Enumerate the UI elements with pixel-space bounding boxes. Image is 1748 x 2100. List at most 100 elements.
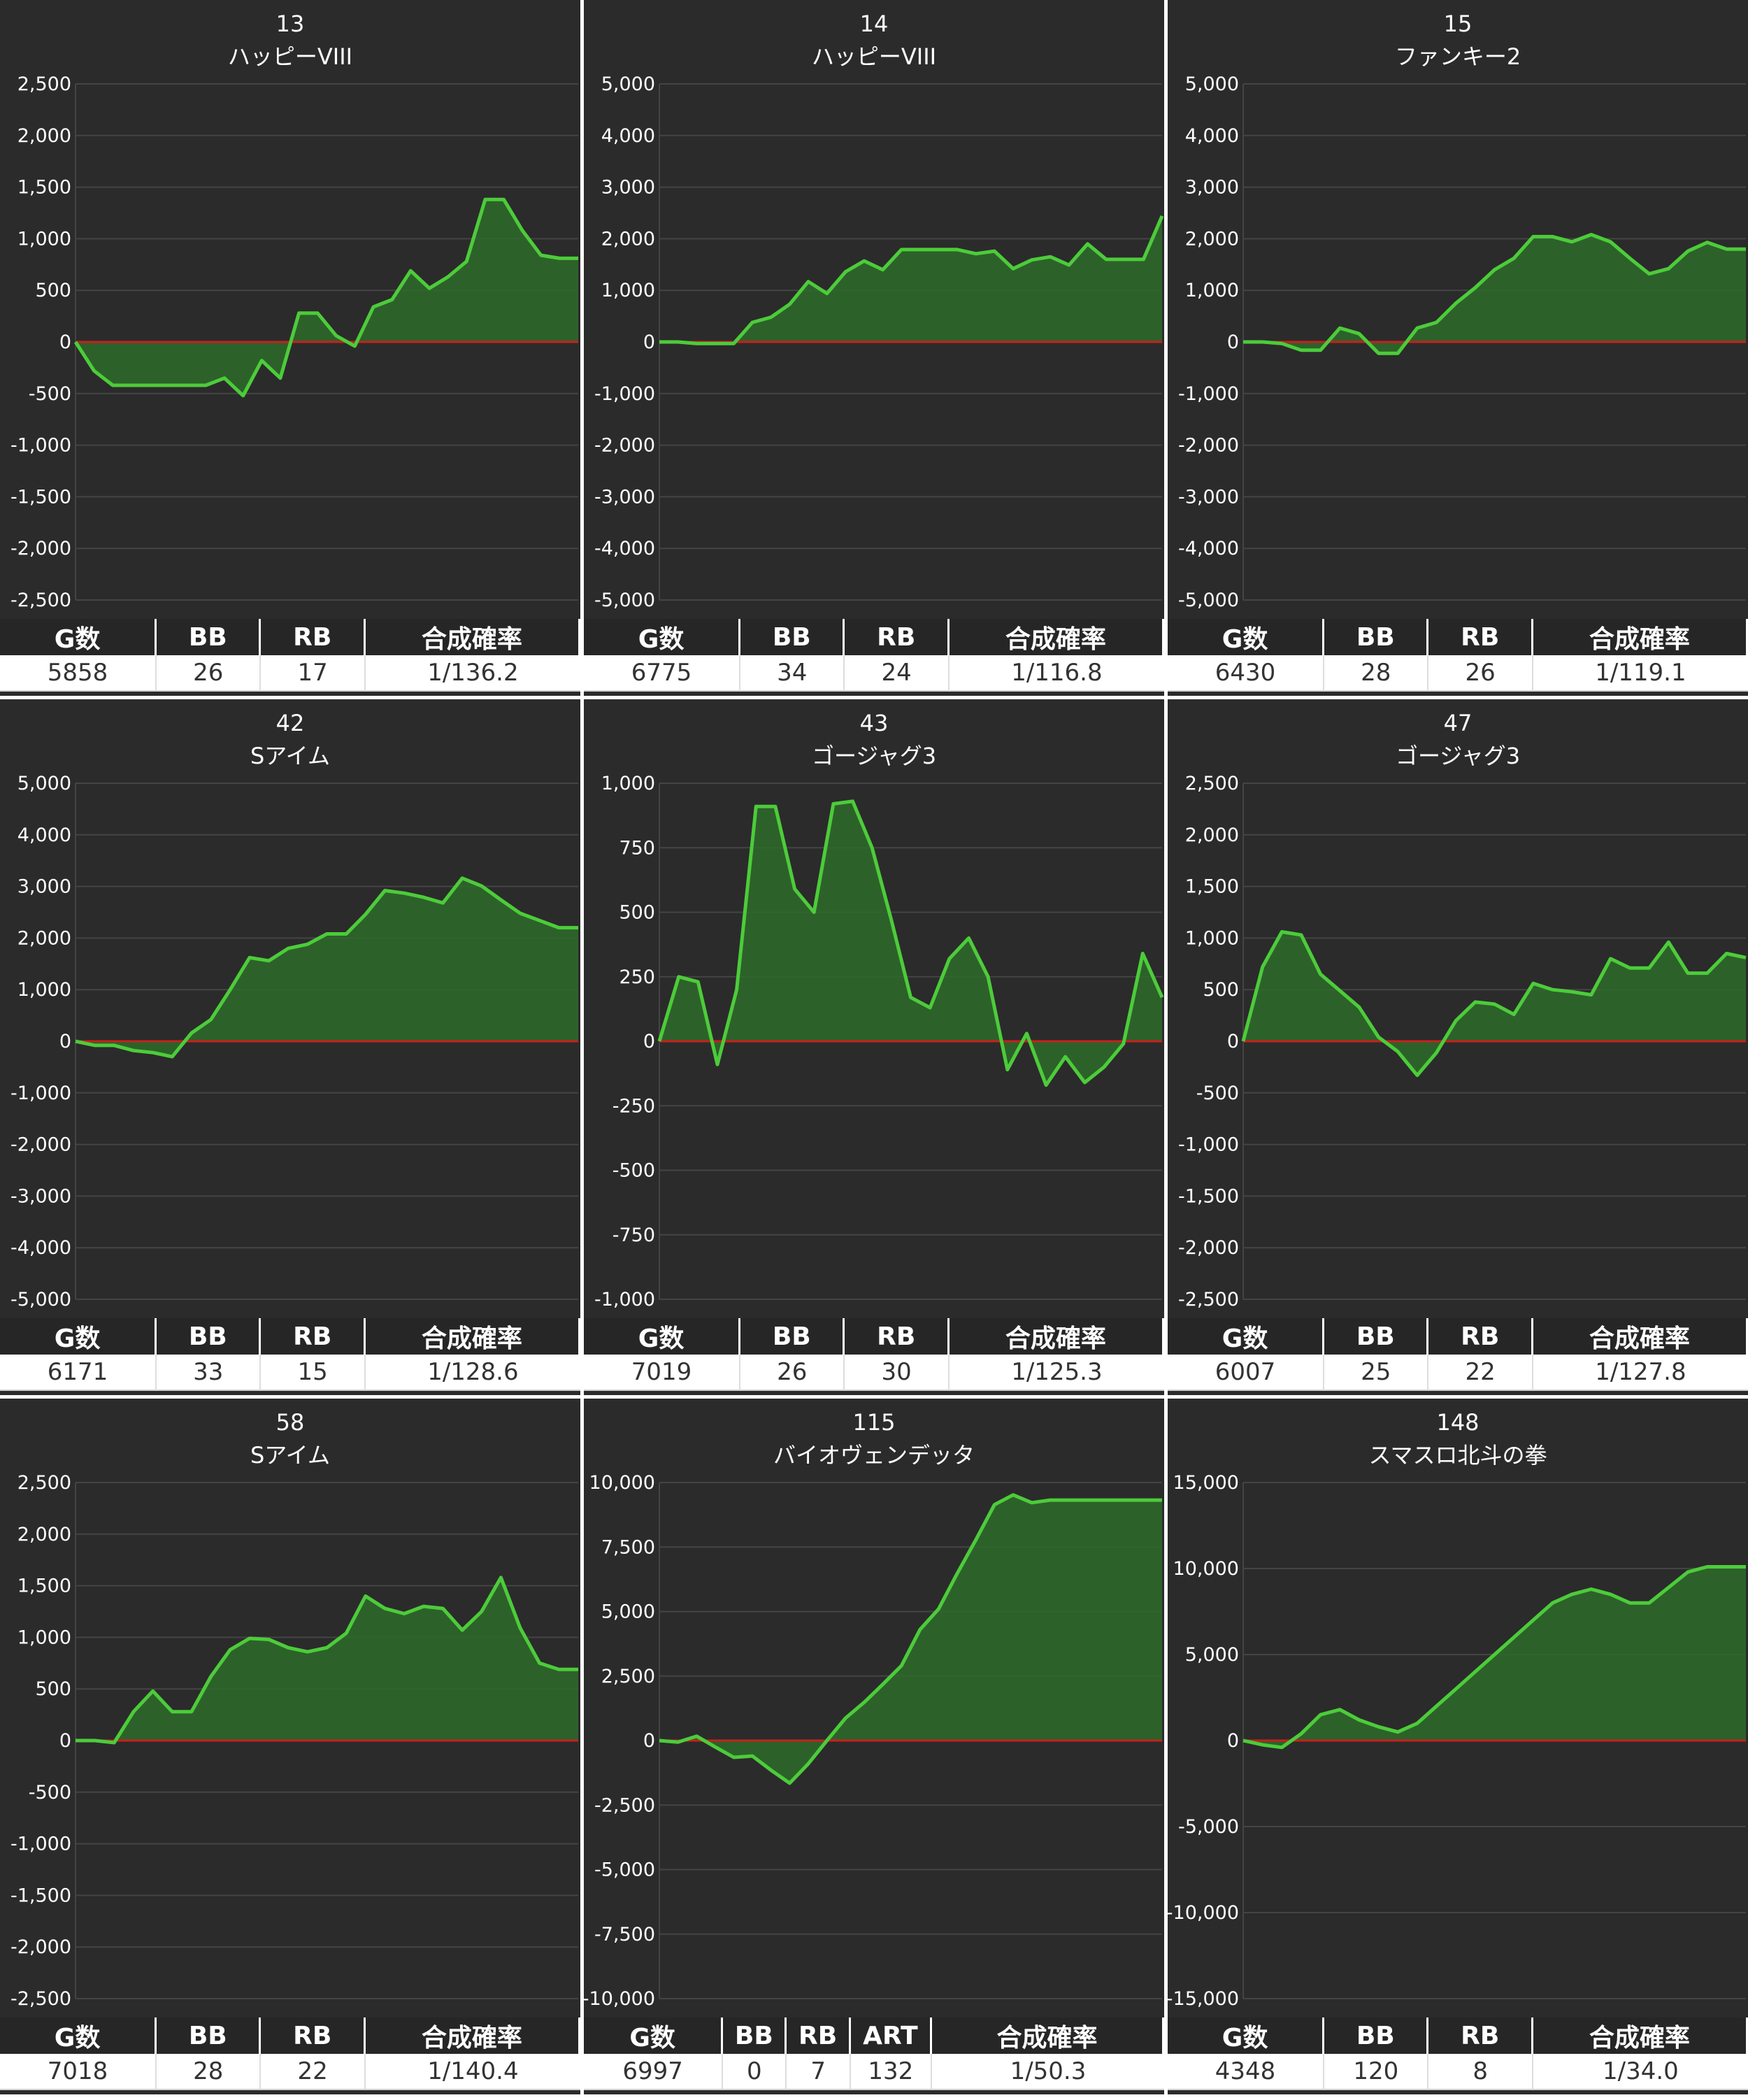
data-point [422,896,425,899]
data-point [364,1594,367,1597]
data-point [1532,1619,1535,1622]
machine-panel: 58 Sアイム 2,500 2,000 1,500 1,000 500 0 -500 -1,000… [0,1399,580,2094]
series-line [1241,930,1747,1078]
stats-value-cell: 1/127.8 [1533,1355,1748,1391]
y-tick-label: -3,000 [594,486,655,508]
y-tick-label: 5,000 [601,73,655,95]
data-point [1300,934,1303,936]
slump-graph: 42 Sアイム 5,000 4,000 3,000 2,000 1,000 0 -1,000 -2… [10,710,578,1310]
data-point [1493,269,1496,271]
data-point [279,377,282,380]
data-point [480,885,483,887]
machine-panel: 43 ゴージャグ3 1,000 750 500 250 0 -250 -500 -750 -1,00… [584,699,1164,1395]
data-point [770,316,773,319]
data-point [1012,1494,1015,1497]
y-tick-label: 0 [643,331,655,353]
stats-value-cell: 120 [1324,2054,1429,2090]
data-point [1031,259,1033,262]
y-tick-label: 1,500 [17,1576,71,1597]
data-point [1609,241,1612,243]
data-point [74,1040,77,1043]
series-line [659,215,1164,345]
data-point [1725,952,1728,955]
data-point [1161,1499,1163,1501]
data-point [1358,332,1361,335]
data-point [111,384,114,387]
stats-header-cell: RB [787,2017,851,2054]
stats-value-cell: 25 [1324,1355,1429,1391]
data-point [577,257,580,259]
data-point [540,254,543,257]
data-point [844,1717,847,1720]
y-tick-label: -1,000 [10,1083,71,1104]
data-point [1667,267,1670,270]
data-point [558,257,561,259]
y-tick-label: -1,000 [10,1834,71,1855]
data-point [345,933,348,936]
stats-table: G数 BB RB 合成確率 6430 28 26 1/119.1 [1168,619,1748,692]
slump-graph: 43 ゴージャグ3 1,000 750 500 250 0 -250 -500 -750 -1,00… [594,710,1164,1310]
data-point [956,1572,959,1575]
data-point [1300,1732,1303,1735]
slump-graph: 148 スマスロ北斗の拳 15,000 10,000 5,000 0 -5,000 -10,0… [1168,1409,1747,2010]
data-point [882,1683,884,1686]
data-point [1745,1566,1747,1569]
data-point [113,1741,115,1744]
stats-table: G数 BB RB 合成確率 4348 120 8 1/34.0 [1168,2017,1748,2090]
data-point [190,1710,193,1713]
area-fill [1243,1566,1746,1748]
slump-graph: 15 ファンキー2 5,000 4,000 3,000 2,000 1,000 0 -1,000… [1178,10,1747,611]
data-point [268,959,271,962]
y-tick-label: -1,000 [1178,383,1239,405]
stats-table: G数 BB RB 合成確率 6775 34 24 1/116.8 [584,619,1164,692]
data-point [538,919,541,922]
stats-value-cell: 6775 [584,655,741,692]
stats-value-cell: 1/116.8 [949,655,1164,692]
y-tick-label: -2,000 [10,538,71,559]
data-point [223,377,226,380]
data-point [229,988,231,991]
y-tick-label: 5,000 [601,1601,655,1623]
y-tick-label: -2,500 [1178,1289,1239,1310]
machine-name: Sアイム [250,1442,330,1469]
stats-header-cell: BB [1324,1318,1429,1355]
data-point [1628,257,1631,259]
stats-header-cell: G数 [1168,2017,1325,2054]
data-point [1142,1499,1145,1501]
machine-name: ファンキー2 [1395,43,1521,70]
data-point [751,1755,754,1757]
machine-panel: 148 スマスロ北斗の拳 15,000 10,000 5,000 0 -5,000 -10,0… [1168,1399,1748,2094]
data-point [1745,248,1747,250]
data-point [345,1632,348,1635]
data-point [1570,990,1573,993]
y-tick-label: -4,000 [1178,538,1239,559]
data-point [1396,352,1399,355]
data-point [441,901,444,904]
machine-name: ゴージャグ3 [1396,743,1520,769]
data-point [1493,1003,1496,1006]
data-point [248,956,251,959]
data-point [714,342,717,345]
stats-value-cell: 4348 [1168,2054,1325,2090]
stats-value-cell: 1/50.3 [931,2054,1164,2090]
data-point [1628,1601,1631,1604]
data-point [1261,1743,1264,1746]
data-point [1064,1055,1067,1058]
stats-header-cell: G数 [584,1318,741,1355]
y-tick-label: 500 [1203,979,1239,1001]
data-point [1068,264,1070,266]
data-point [736,988,738,991]
data-point [167,384,170,387]
stats-value-cell: 30 [845,1355,950,1391]
y-tick-label: -5,000 [594,590,655,611]
data-point [306,943,309,945]
data-point [1512,1636,1515,1638]
y-tick-label: 7,500 [601,1536,655,1558]
data-point [1358,1006,1361,1008]
y-tick-label: 2,000 [17,125,71,147]
data-point [499,899,502,901]
area-fill [76,1577,578,1743]
area-fill [76,878,578,1057]
stats-header-cell: RB [1428,619,1533,655]
y-tick-label: 2,000 [17,927,71,949]
